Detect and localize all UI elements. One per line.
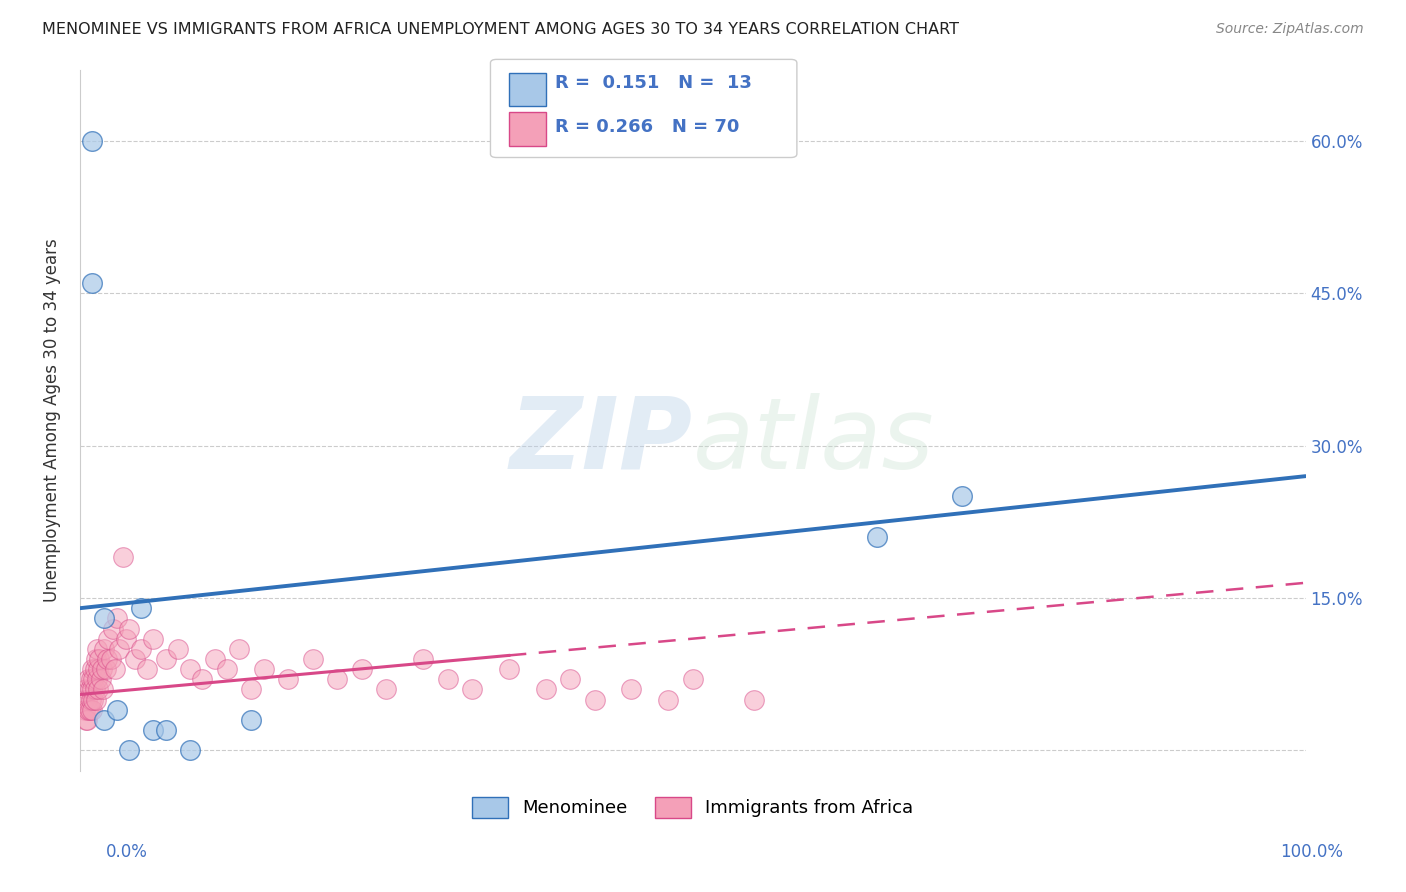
Point	[76, 692, 98, 706]
Point	[82, 692, 104, 706]
Point	[129, 641, 152, 656]
Point	[83, 662, 105, 676]
Point	[240, 713, 263, 727]
Point	[583, 692, 606, 706]
Bar	[509, 112, 546, 145]
Point	[375, 682, 398, 697]
Point	[204, 652, 226, 666]
Point	[84, 692, 107, 706]
Point	[90, 673, 112, 687]
Point	[77, 703, 100, 717]
Point	[82, 662, 104, 676]
Point	[93, 641, 115, 656]
Point	[118, 743, 141, 757]
Point	[115, 632, 138, 646]
Text: 100.0%: 100.0%	[1279, 843, 1343, 861]
Point	[101, 622, 124, 636]
Point	[105, 611, 128, 625]
Point	[79, 682, 101, 697]
Y-axis label: Unemployment Among Ages 30 to 34 years: Unemployment Among Ages 30 to 34 years	[44, 238, 60, 602]
Point	[89, 652, 111, 666]
Point	[93, 611, 115, 625]
Point	[142, 632, 165, 646]
Point	[90, 662, 112, 676]
Point	[87, 682, 110, 697]
Point	[82, 703, 104, 717]
Point	[350, 662, 373, 676]
Point	[84, 652, 107, 666]
Point	[83, 682, 105, 697]
Point	[104, 662, 127, 676]
Point	[682, 673, 704, 687]
Point	[75, 713, 97, 727]
Point	[86, 673, 108, 687]
Point	[253, 662, 276, 676]
Point	[111, 550, 134, 565]
Point	[105, 703, 128, 717]
Point	[100, 652, 122, 666]
Point	[179, 662, 201, 676]
Text: 0.0%: 0.0%	[105, 843, 148, 861]
Point	[436, 673, 458, 687]
Point	[215, 662, 238, 676]
Point	[136, 662, 159, 676]
Point	[129, 601, 152, 615]
Point	[72, 692, 94, 706]
Legend: Menominee, Immigrants from Africa: Menominee, Immigrants from Africa	[465, 789, 921, 825]
Point	[950, 490, 973, 504]
Point	[76, 713, 98, 727]
Point	[82, 134, 104, 148]
Point	[97, 632, 120, 646]
Point	[80, 673, 103, 687]
Point	[412, 652, 434, 666]
Point	[742, 692, 765, 706]
Text: ZIP: ZIP	[510, 392, 693, 490]
Point	[118, 622, 141, 636]
Point	[865, 530, 887, 544]
Point	[86, 641, 108, 656]
Point	[124, 652, 146, 666]
Point	[87, 662, 110, 676]
Point	[301, 652, 323, 666]
Point	[498, 662, 520, 676]
Point	[73, 703, 96, 717]
Point	[461, 682, 484, 697]
Point	[277, 673, 299, 687]
Point	[326, 673, 349, 687]
Point	[228, 641, 250, 656]
Point	[155, 652, 177, 666]
Point	[93, 713, 115, 727]
Point	[82, 682, 104, 697]
Point	[82, 673, 104, 687]
Text: MENOMINEE VS IMMIGRANTS FROM AFRICA UNEMPLOYMENT AMONG AGES 30 TO 34 YEARS CORRE: MENOMINEE VS IMMIGRANTS FROM AFRICA UNEM…	[42, 22, 959, 37]
Point	[620, 682, 643, 697]
Bar	[509, 73, 546, 106]
Point	[80, 692, 103, 706]
Point	[534, 682, 557, 697]
Point	[179, 743, 201, 757]
Text: atlas: atlas	[693, 392, 935, 490]
Point	[79, 703, 101, 717]
Point	[657, 692, 679, 706]
Point	[191, 673, 214, 687]
Point	[82, 276, 104, 290]
Point	[96, 652, 118, 666]
Point	[75, 682, 97, 697]
FancyBboxPatch shape	[491, 60, 797, 158]
Point	[77, 673, 100, 687]
Point	[108, 641, 131, 656]
Text: Source: ZipAtlas.com: Source: ZipAtlas.com	[1216, 22, 1364, 37]
Point	[94, 662, 117, 676]
Point	[155, 723, 177, 737]
Point	[142, 723, 165, 737]
Point	[558, 673, 581, 687]
Text: R = 0.266   N = 70: R = 0.266 N = 70	[555, 119, 740, 136]
Point	[167, 641, 190, 656]
Point	[240, 682, 263, 697]
Point	[91, 682, 114, 697]
Text: R =  0.151   N =  13: R = 0.151 N = 13	[555, 73, 752, 92]
